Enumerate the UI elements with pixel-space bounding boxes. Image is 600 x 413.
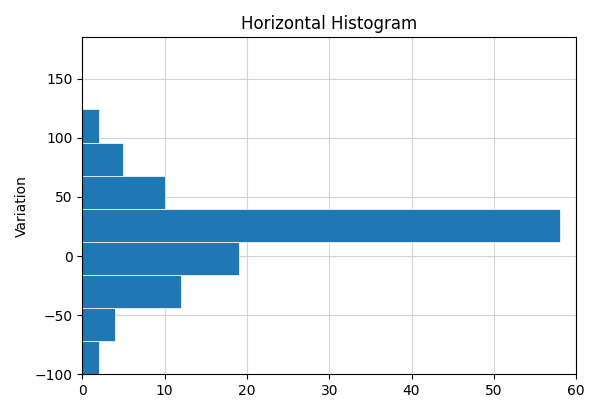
Bar bbox=[82, 341, 99, 374]
Bar bbox=[82, 275, 181, 308]
Bar bbox=[82, 176, 164, 209]
Bar bbox=[82, 242, 239, 275]
Bar bbox=[82, 209, 560, 242]
Bar bbox=[82, 109, 99, 142]
Bar bbox=[82, 308, 115, 341]
Bar bbox=[82, 142, 124, 176]
Title: Horizontal Histogram: Horizontal Histogram bbox=[241, 15, 418, 33]
Y-axis label: Variation: Variation bbox=[15, 175, 29, 237]
